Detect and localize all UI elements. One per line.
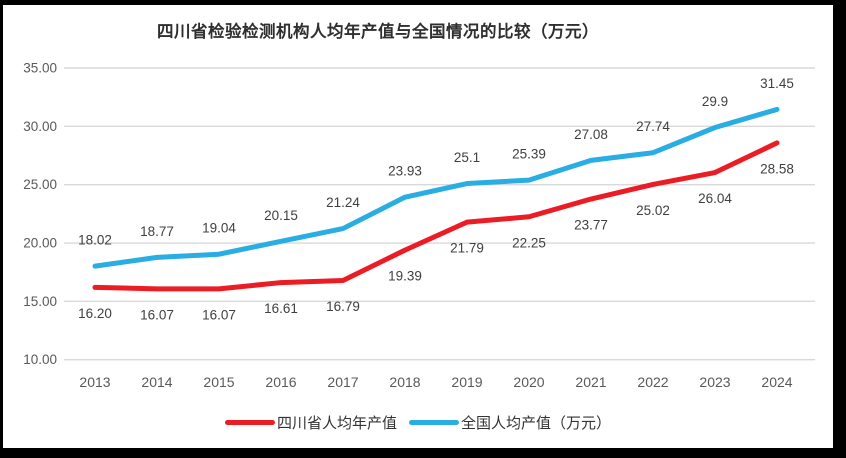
- x-axis-tick-label: 2023: [699, 374, 730, 390]
- y-axis-tick-label: 20.00: [23, 236, 57, 251]
- x-axis-tick-label: 2020: [513, 374, 544, 390]
- data-label-sichuan: 25.02: [636, 203, 670, 218]
- legend-item-sichuan: 四川省人均年产值: [224, 412, 397, 433]
- data-label-national: 25.39: [512, 147, 546, 162]
- x-axis-tick-label: 2022: [637, 374, 668, 390]
- x-axis-tick-label: 2024: [761, 374, 792, 390]
- data-label-sichuan: 16.61: [264, 301, 298, 316]
- data-label-sichuan: 23.77: [574, 218, 608, 233]
- series-line-national: [92, 106, 780, 269]
- data-label-sichuan: 19.39: [388, 269, 422, 284]
- x-axis-tick-label: 2018: [389, 374, 420, 390]
- data-label-national: 25.1: [454, 150, 480, 165]
- data-label-national: 27.08: [574, 127, 608, 142]
- data-label-national: 23.93: [388, 164, 422, 179]
- x-axis-tick-label: 2019: [451, 374, 482, 390]
- chart-title: 四川省检验检测机构人均年产值与全国情况的比较（万元）: [157, 22, 599, 41]
- data-label-sichuan: 16.07: [140, 307, 174, 322]
- x-axis-tick-label: 2016: [265, 374, 296, 390]
- y-axis-tick-label: 25.00: [23, 177, 57, 192]
- data-label-national: 31.45: [760, 76, 794, 91]
- data-label-national: 21.24: [326, 195, 360, 210]
- data-label-sichuan: 16.20: [78, 306, 112, 321]
- data-label-national: 29.9: [702, 94, 728, 109]
- x-axis-tick-label: 2015: [203, 374, 234, 390]
- data-label-sichuan: 21.79: [450, 241, 484, 256]
- chart-legend: 四川省人均年产值 全国人均产值（万元）: [3, 411, 833, 433]
- y-axis-tick-label: 30.00: [23, 119, 57, 134]
- series-line-sichuan: [92, 140, 780, 292]
- line-chart-canvas: 10.00 15.00 20.00 25.00 30.00 35.00 2013 2014 20…: [23, 61, 815, 390]
- data-label-sichuan: 22.25: [512, 235, 546, 250]
- y-axis-tick-label: 15.00: [23, 294, 57, 309]
- data-label-sichuan: 26.04: [698, 191, 732, 206]
- legend-label-sichuan: 四川省人均年产值: [276, 415, 397, 432]
- y-axis-tick-label: 10.00: [23, 352, 57, 367]
- legend-item-national: 全国人均产值（万元）: [409, 412, 611, 433]
- data-label-sichuan: 28.58: [760, 161, 794, 176]
- legend-swatch-sichuan: [224, 419, 275, 425]
- data-label-sichuan: 16.79: [326, 299, 360, 314]
- data-label-national: 18.77: [140, 224, 174, 239]
- data-label-national: 20.15: [264, 208, 298, 223]
- x-axis-tick-label: 2017: [327, 374, 358, 390]
- data-label-sichuan: 16.07: [202, 307, 236, 322]
- legend-label-national: 全国人均产值（万元）: [461, 415, 612, 432]
- data-label-national: 27.74: [636, 119, 670, 134]
- data-label-national: 18.02: [78, 233, 112, 248]
- legend-swatch-national: [409, 419, 459, 425]
- x-axis-tick-label: 2014: [141, 374, 172, 390]
- x-axis-tick-label: 2021: [575, 374, 606, 390]
- y-axis-tick-label: 35.00: [23, 61, 57, 76]
- data-label-national: 19.04: [202, 221, 236, 236]
- x-axis-tick-label: 2013: [79, 374, 110, 390]
